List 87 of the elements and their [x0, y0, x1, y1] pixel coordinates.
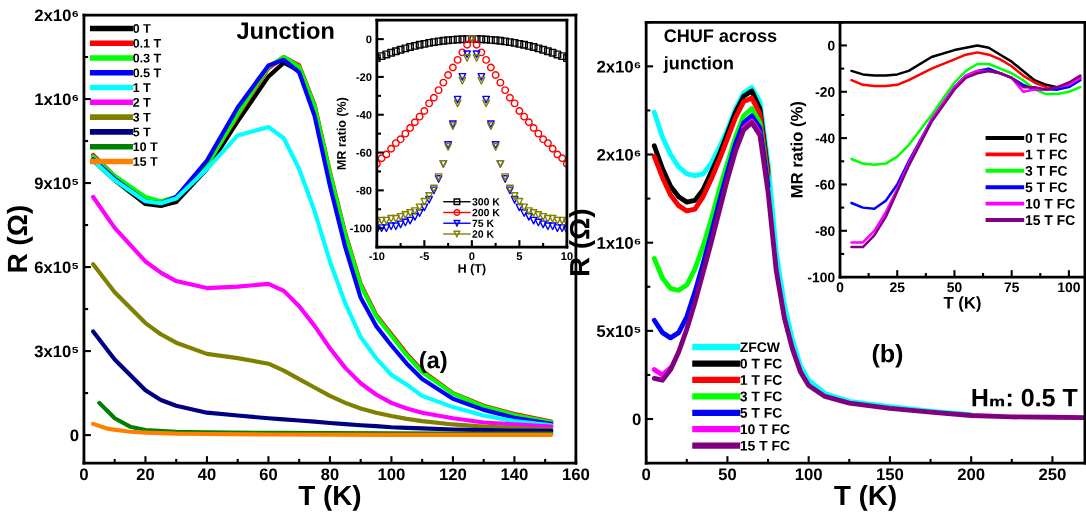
legend-label: 5 T FC: [740, 407, 782, 418]
x-tick-label: 10: [561, 252, 573, 261]
x-tick-label: 120: [440, 468, 467, 481]
legend-label: 1 T: [133, 83, 151, 92]
y-tick-label: 0: [70, 429, 79, 442]
x-tick-label: 100: [378, 468, 405, 481]
legend-label: 3 T FC: [1025, 165, 1068, 176]
x-tick-label: 150: [877, 468, 904, 481]
legend-label: 200 K: [472, 208, 500, 217]
x-tick-label: 60: [259, 468, 278, 481]
annotation: (b): [872, 344, 903, 368]
y-tick-label: -60: [356, 148, 372, 157]
legend-label: 10 T: [133, 142, 158, 152]
x-tick-label: 25: [890, 282, 905, 293]
y-axis-title: R (Ω): [6, 206, 33, 272]
y-tick-label: 1x10⁶: [35, 93, 79, 106]
y-tick-label: 0: [632, 413, 641, 426]
y-tick-label: -100: [350, 224, 372, 233]
legend-label: 0.3 T: [133, 53, 162, 63]
annotation: Junction: [236, 21, 334, 40]
y-axis-title: MR ratio (%): [336, 97, 349, 170]
x-tick-label: 100: [1058, 282, 1080, 293]
y-tick-label: -100: [807, 272, 835, 283]
legend-label: 0 T FC: [740, 358, 782, 369]
x-tick-label: 20: [136, 468, 155, 481]
x-tick-label: 140: [501, 468, 528, 481]
legend-label: 15 T: [133, 157, 158, 166]
x-tick-label: 0: [642, 468, 651, 481]
x-tick-label: 5: [516, 252, 523, 261]
x-tick-label: 50: [947, 282, 962, 293]
annotation: CHUF across junction: [663, 29, 777, 74]
annotation: (a): [419, 351, 447, 374]
legend-label: 5 T FC: [1025, 182, 1068, 193]
y-tick-label: 3x10⁵: [34, 345, 79, 358]
x-axis-title: T (K): [298, 484, 361, 511]
legend-label: 20 K: [472, 230, 494, 238]
x-tick-label: 0: [469, 252, 475, 261]
legend-label: 3 T: [132, 112, 151, 122]
x-tick-label: 160: [563, 468, 590, 481]
legend-label: 15 T FC: [740, 440, 790, 451]
y-tick-label: 2x10⁶: [34, 9, 79, 22]
y-tick-label: -40: [356, 111, 372, 119]
x-tick-label: 250: [1039, 468, 1066, 481]
x-tick-label: 200: [957, 468, 985, 481]
y-axis-title: MR ratio (%): [790, 101, 806, 198]
y-tick-label: -20: [815, 87, 835, 97]
legend-label: ZFCW: [740, 342, 780, 353]
legend-label: 0.1 T: [133, 38, 162, 48]
annotation: Hₘ: 0.5 T: [972, 388, 1078, 407]
legend-label: 75 K: [472, 219, 494, 227]
legend-label: 0.5 T: [133, 68, 162, 78]
legend-label: 1 T FC: [740, 375, 782, 385]
legend-label: 0 T: [133, 24, 151, 33]
x-tick-label: -5: [419, 252, 429, 261]
y-tick-label: -40: [815, 133, 835, 144]
x-tick-label: 40: [197, 468, 216, 481]
y-tick-label: -20: [356, 73, 372, 82]
y-tick-label: -80: [356, 186, 372, 195]
x-tick-label: -10: [369, 252, 385, 261]
y-tick-label: -60: [815, 179, 835, 190]
x-tick-label: 100: [795, 468, 822, 481]
legend-label: 5 T: [133, 127, 151, 137]
legend-label: 0 T FC: [1025, 133, 1068, 143]
legend-label: 10 T FC: [740, 424, 790, 435]
x-tick-label: 0: [836, 282, 844, 293]
y-tick-label: 9x10⁵: [34, 177, 79, 190]
x-axis-title: T (K): [834, 484, 896, 511]
x-tick-label: 75: [1004, 282, 1020, 293]
legend-label: 15 T FC: [1025, 215, 1075, 226]
y-tick-label: 6x10⁵: [34, 261, 79, 274]
x-tick-label: 80: [321, 468, 339, 481]
legend-label: 2 T: [133, 97, 151, 107]
y-tick-label: 5x10⁵: [596, 325, 641, 338]
y-tick-label: 0: [827, 40, 835, 51]
x-tick-label: 50: [718, 468, 737, 481]
y-tick-label: -80: [815, 226, 835, 236]
x-tick-label: 0: [79, 468, 88, 481]
legend-label: 1 T FC: [1025, 149, 1068, 160]
y-tick-label: 1x10⁶: [597, 237, 641, 249]
x-axis-title: T (K): [943, 296, 981, 312]
x-axis-title: H (T): [458, 263, 486, 276]
legend-label: 300 K: [472, 198, 500, 206]
y-tick-label: 2x10⁶: [597, 60, 641, 73]
y-tick-label: 2x10⁶: [597, 148, 641, 161]
legend-label: 3 T FC: [740, 391, 782, 402]
legend-label: 10 T FC: [1025, 198, 1075, 209]
y-tick-label: 0: [366, 35, 372, 44]
